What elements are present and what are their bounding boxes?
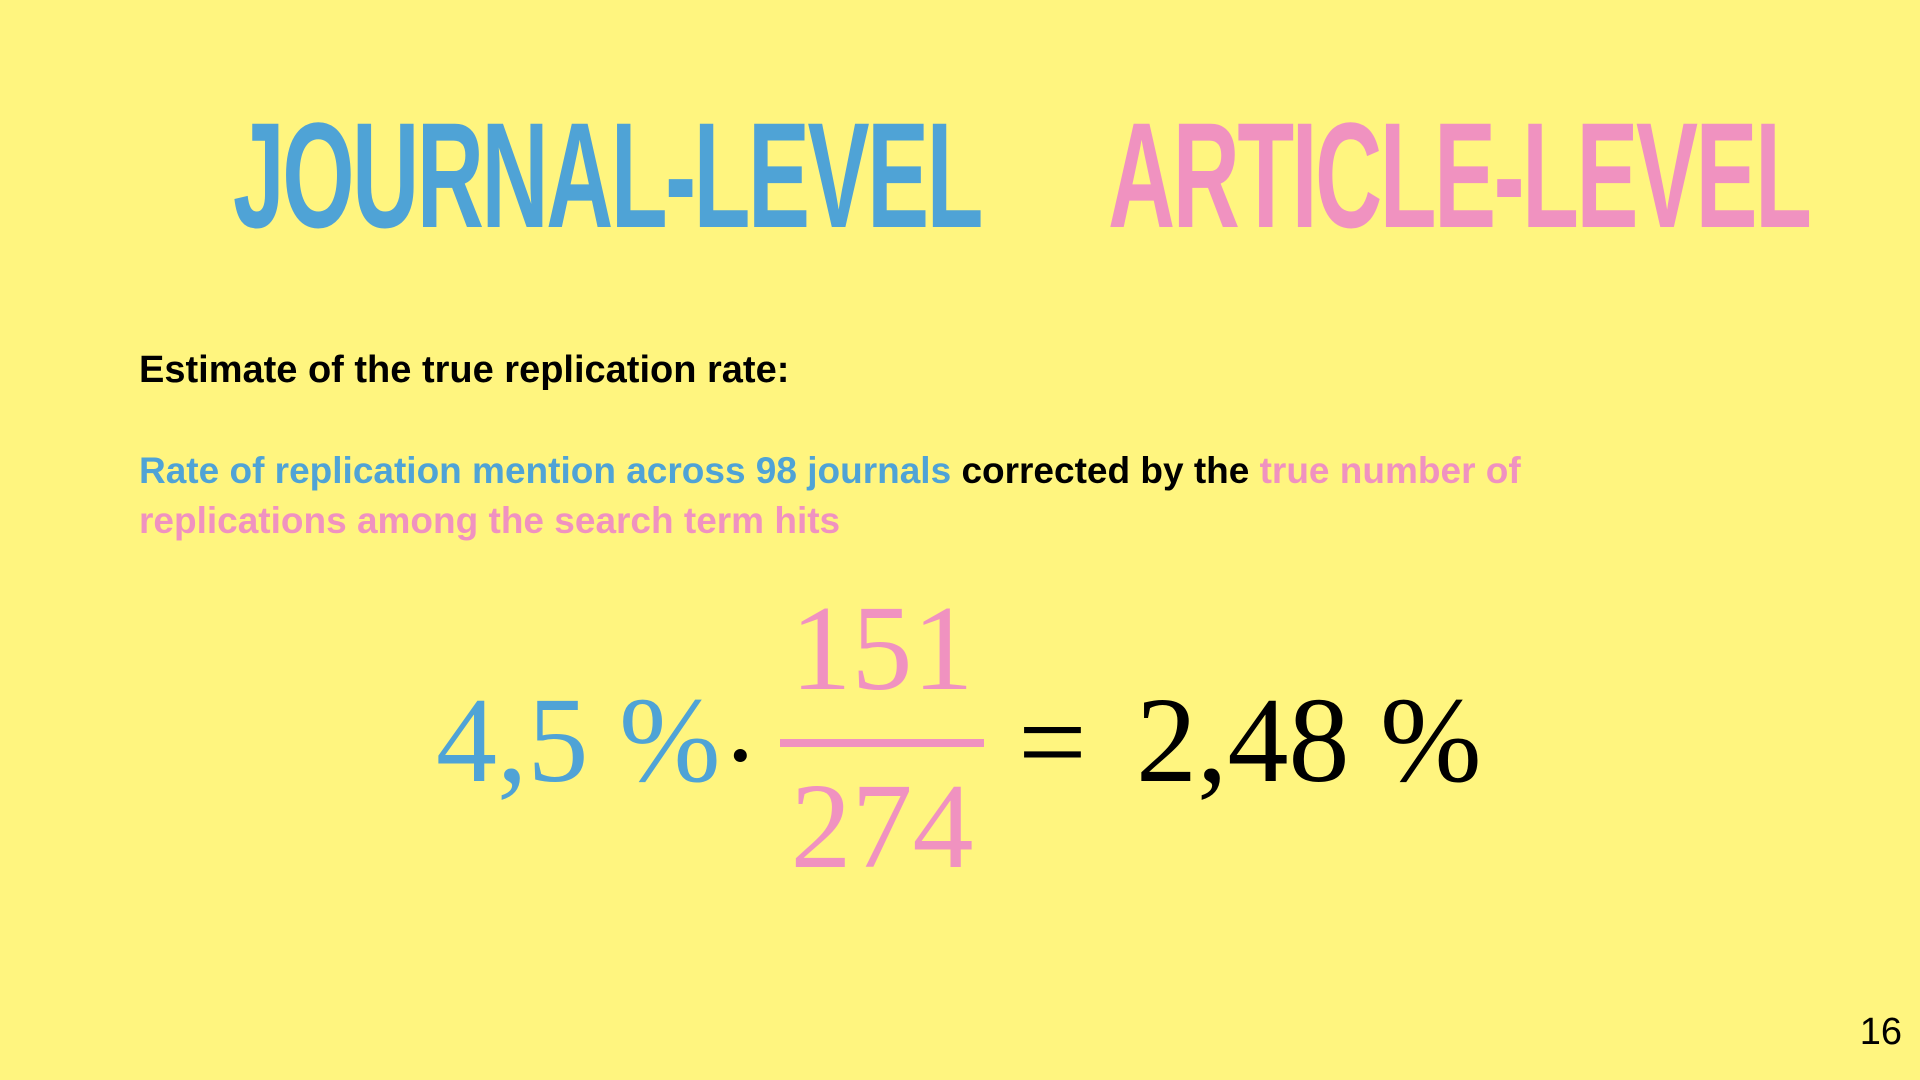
formula-fraction-bar [780, 739, 984, 747]
formula-denominator: 274 [790, 759, 974, 894]
page-number: 16 [1859, 1011, 1902, 1053]
description-article-part: true number of replications among the se… [139, 450, 1521, 541]
formula-equals-sign: = [1018, 675, 1087, 810]
description-paragraph: Rate of replication mention across 98 jo… [139, 446, 1699, 546]
description-journal-part: Rate of replication mention across 98 jo… [139, 450, 952, 491]
description-connector: corrected by the [951, 450, 1260, 491]
formula-journal-rate: 4,5 % [436, 673, 721, 808]
journal-level-heading: JOURNAL-LEVEL [233, 91, 983, 259]
article-level-heading: ARTICLE-LEVEL [1108, 91, 1812, 259]
formula-result: 2,48 % [1136, 673, 1482, 808]
formula-numerator: 151 [790, 581, 974, 716]
formula-multiply-operator: · [722, 694, 759, 816]
subtitle: Estimate of the true replication rate: [139, 349, 790, 391]
